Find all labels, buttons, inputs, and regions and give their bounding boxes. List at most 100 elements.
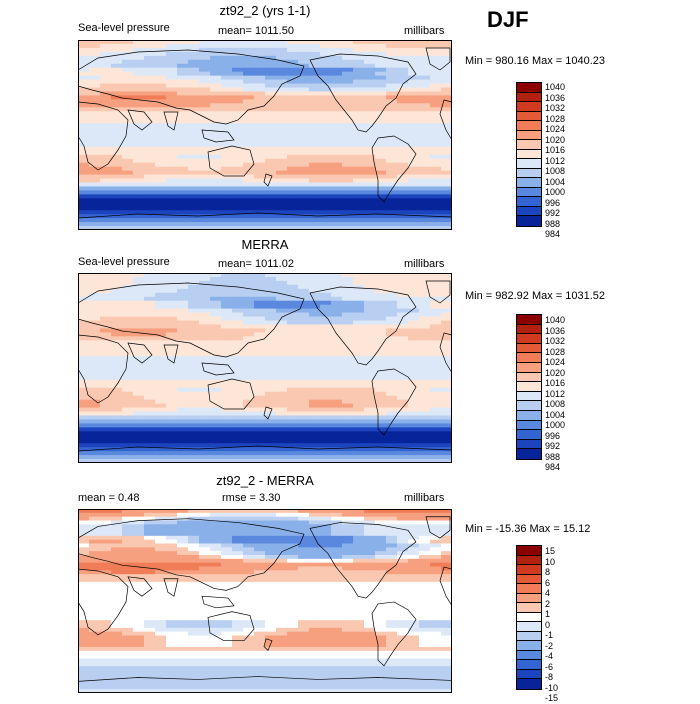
heatmap-cell [276, 635, 288, 640]
heatmap-cell [111, 681, 123, 686]
heatmap-cell [232, 399, 244, 405]
heatmap-cell [287, 280, 299, 286]
heatmap-cell [331, 509, 343, 514]
heatmap-cell [89, 320, 101, 326]
heatmap-cell [144, 71, 156, 77]
heatmap-cell [320, 320, 332, 326]
heatmap-cell [397, 666, 409, 671]
heatmap-cell [364, 107, 376, 112]
heatmap-cell [364, 190, 376, 195]
heatmap-cell [133, 654, 145, 660]
heatmap-cell [364, 296, 376, 302]
heatmap-cell [441, 127, 452, 132]
heatmap-cell [188, 689, 200, 693]
heatmap-cell [78, 662, 90, 667]
heatmap-cell [243, 300, 255, 306]
heatmap-cell [188, 95, 200, 100]
heatmap-cell [353, 427, 365, 432]
heatmap-cell [221, 324, 233, 330]
heatmap-cell [78, 71, 90, 77]
heatmap-cell [221, 127, 233, 132]
heatmap-cell [298, 174, 310, 180]
heatmap-cell [430, 273, 442, 278]
heatmap-cell [265, 551, 277, 556]
heatmap-cell [331, 520, 343, 525]
heatmap-cell [320, 127, 332, 132]
heatmap-cell [265, 689, 277, 693]
heatmap-cell [254, 616, 266, 621]
heatmap-cell [276, 574, 288, 579]
heatmap-cell [353, 99, 365, 104]
heatmap-cell [210, 95, 222, 100]
heatmap-cell [441, 368, 452, 373]
heatmap-cell [243, 639, 255, 644]
heatmap-cell [441, 431, 452, 436]
heatmap-cell [210, 395, 222, 401]
heatmap-cell [353, 55, 365, 61]
heatmap-cell [397, 280, 409, 286]
heatmap-cell [386, 312, 398, 318]
heatmap-cell [331, 562, 343, 568]
heatmap-cell [254, 601, 266, 606]
heatmap-cell [243, 83, 255, 89]
heatmap-cell [89, 51, 101, 57]
heatmap-cell [232, 194, 244, 199]
heatmap-cell [287, 131, 299, 136]
heatmap-cell [199, 612, 211, 617]
heatmap-cell [133, 135, 145, 140]
heatmap-cell [122, 288, 134, 294]
heatmap-cell [276, 146, 288, 152]
heatmap-cell [331, 589, 343, 594]
heatmap-cell [254, 107, 266, 112]
heatmap-cell [144, 535, 156, 541]
heatmap-cell [188, 336, 200, 341]
heatmap-cell [210, 368, 222, 373]
heatmap-cell [309, 51, 321, 57]
heatmap-cell [155, 403, 167, 409]
heatmap-cell [441, 103, 452, 108]
heatmap-cell [232, 99, 244, 104]
heatmap-cell [430, 555, 442, 560]
heatmap-cell [78, 40, 90, 45]
heatmap-cell [122, 447, 134, 452]
heatmap-cell [342, 639, 354, 644]
heatmap-cell [298, 535, 310, 541]
heatmap-cell [133, 99, 145, 104]
heatmap-cell [441, 516, 452, 522]
heatmap-cell [221, 308, 233, 314]
heatmap-cell [221, 312, 233, 318]
heatmap-cell [386, 67, 398, 73]
heatmap-cell [309, 658, 321, 663]
heatmap-cell [243, 71, 255, 77]
heatmap-cell [298, 135, 310, 140]
heatmap-cell [441, 658, 452, 663]
heatmap-cell [122, 174, 134, 180]
heatmap-cell [177, 670, 189, 675]
heatmap-cell [243, 509, 255, 514]
heatmap-cell [177, 624, 189, 629]
heatmap-cell [287, 516, 299, 522]
heatmap-cell [342, 627, 354, 633]
heatmap-cell [419, 284, 431, 290]
heatmap-cell [397, 616, 409, 621]
heatmap-cell [375, 608, 387, 614]
heatmap-cell [309, 391, 321, 397]
heatmap-cell [265, 210, 277, 215]
heatmap-cell [133, 300, 145, 306]
heatmap-cell [111, 226, 123, 230]
heatmap-cell [298, 206, 310, 211]
heatmap-cell [419, 95, 431, 100]
heatmap-cell [298, 635, 310, 640]
heatmap-cell [287, 340, 299, 345]
heatmap-cell [364, 166, 376, 172]
heatmap-cell [309, 423, 321, 428]
heatmap-cell [155, 284, 167, 290]
heatmap-cell [397, 585, 409, 591]
heatmap-cell [441, 43, 452, 49]
heatmap-cell [210, 419, 222, 425]
heatmap-cell [188, 551, 200, 556]
heatmap-cell [133, 459, 145, 463]
heatmap-cell [375, 631, 387, 637]
heatmap-cell [232, 427, 244, 432]
heatmap-cell [100, 356, 112, 361]
